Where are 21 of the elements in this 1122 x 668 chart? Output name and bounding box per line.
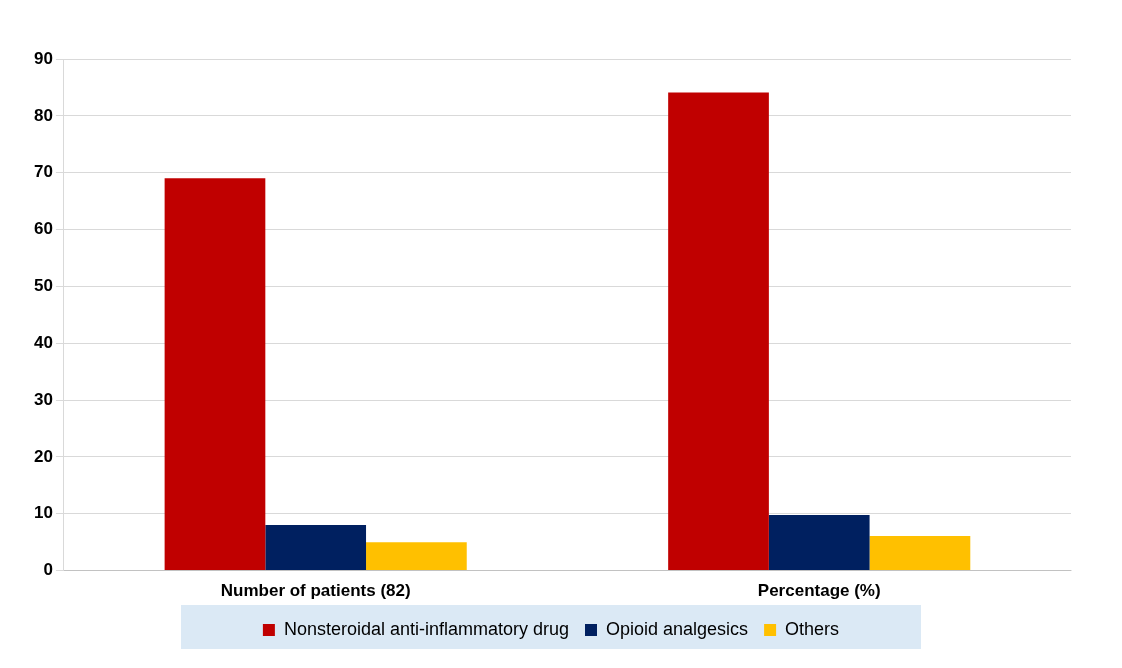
y-tick-label: 70	[33, 162, 53, 182]
bar	[164, 178, 266, 571]
y-tick-label: 0	[43, 560, 53, 580]
y-tick-label: 40	[33, 332, 53, 352]
bar	[265, 525, 367, 571]
y-tick-label: 10	[33, 503, 53, 523]
y-tick-label: 90	[33, 48, 53, 68]
x-tick-label: Percentage (%)	[757, 581, 881, 601]
y-tick-label: 30	[33, 389, 53, 409]
legend-label: Nonsteroidal anti-inflammatory drug	[283, 618, 570, 639]
bar	[869, 535, 971, 571]
legend-label: Others	[785, 618, 840, 639]
y-tick-label: 20	[33, 446, 53, 466]
legend-label: Opioid analgesics	[606, 618, 749, 639]
y-tick-label: 50	[33, 276, 53, 296]
x-tick-label: Number of patients (82)	[220, 581, 411, 601]
bar	[366, 542, 467, 571]
y-tick-label: 60	[33, 219, 53, 239]
y-tick-label: 80	[33, 105, 53, 125]
bar	[768, 514, 870, 571]
bar	[668, 92, 769, 571]
